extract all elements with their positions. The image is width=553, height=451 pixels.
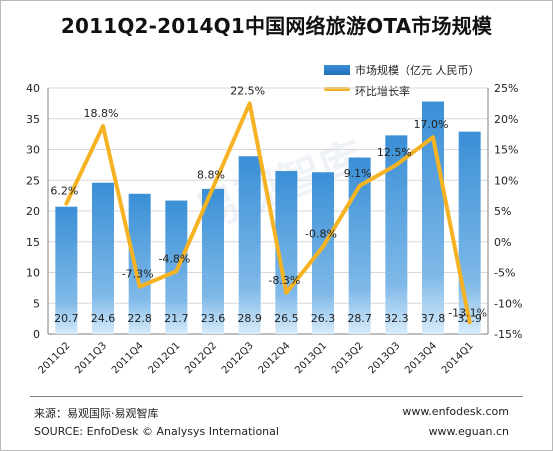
- growth-line: [64, 101, 472, 325]
- y-tick-left: 5: [33, 297, 40, 310]
- bar-value-label: 28.9: [237, 312, 262, 325]
- bar-value-label: 26.5: [274, 312, 299, 325]
- bar: [55, 206, 78, 334]
- y-tick-left: 30: [26, 144, 40, 157]
- growth-label: 12.5%: [377, 146, 412, 159]
- y-tick-right: 20%: [494, 113, 518, 126]
- footer-url-enfodesk: www.enfodesk.com: [402, 405, 509, 418]
- x-tick-label: 2013Q4: [403, 340, 439, 376]
- growth-point: [359, 185, 361, 187]
- growth-label: -8.3%: [268, 274, 300, 287]
- y-tick-left: 15: [26, 236, 40, 249]
- y-tick-right: 10%: [494, 174, 518, 187]
- growth-label: 8.8%: [197, 169, 225, 182]
- y-tick-right: 25%: [494, 82, 518, 95]
- growth-point: [322, 246, 324, 248]
- y-tick-left: 25: [26, 174, 40, 187]
- y-tick-left: 0: [33, 328, 40, 341]
- y-tick-left: 35: [26, 113, 40, 126]
- x-tick-label: 2011Q3: [73, 340, 109, 376]
- bar-value-label: 21.7: [164, 312, 189, 325]
- growth-point: [285, 292, 287, 294]
- growth-point: [469, 321, 471, 323]
- growth-label: -13.1%: [448, 306, 487, 319]
- growth-point: [212, 187, 214, 189]
- legend-line-swatch: [324, 87, 350, 91]
- bar-value-label: 20.7: [54, 312, 79, 325]
- growth-point: [395, 164, 397, 166]
- bar-value-label: 28.7: [347, 312, 372, 325]
- bar: [202, 188, 224, 334]
- x-tick-label: 2013Q1: [293, 340, 329, 376]
- y-tick-right: 5%: [494, 205, 511, 218]
- chart-title: 2011Q2-2014Q1中国网络旅游OTA市场规模: [60, 14, 493, 38]
- growth-label: 18.8%: [84, 107, 119, 120]
- growth-label: 9.1%: [344, 167, 372, 180]
- x-tick-label: 2011Q4: [110, 340, 146, 376]
- y-tick-right: -15%: [494, 328, 522, 341]
- bar: [385, 135, 408, 334]
- growth-point: [139, 286, 141, 288]
- source-en: SOURCE: EnfoDesk © Analysys Internationa…: [34, 425, 279, 438]
- growth-point: [65, 203, 67, 205]
- x-tick-label: 2013Q2: [330, 340, 366, 376]
- y-tick-right: 15%: [494, 144, 518, 157]
- bar: [458, 131, 481, 334]
- legend-bar-swatch: [324, 65, 350, 75]
- y-tick-right: 0%: [494, 236, 511, 249]
- x-tick-label: 2012Q3: [220, 340, 256, 376]
- x-tick-label: 2011Q2: [37, 340, 73, 376]
- bar: [312, 172, 334, 334]
- y-tick-right: -10%: [494, 297, 522, 310]
- y-tick-left: 10: [26, 267, 40, 280]
- chart-canvas: 0 -15% 5 -10% 10 -5% 15 0% 20 5% 25 10% 30 15% 35 20% 40…: [26, 82, 522, 376]
- growth-label: -7.3%: [122, 268, 154, 281]
- growth-label: 22.5%: [230, 84, 265, 97]
- growth-point: [175, 270, 177, 272]
- bar: [238, 156, 261, 334]
- footer-divider: [30, 396, 523, 397]
- growth-label: -0.8%: [305, 228, 337, 241]
- footer-url-eguan: www.eguan.cn: [428, 425, 509, 438]
- x-tick-label: 2013Q3: [367, 340, 403, 376]
- bar: [275, 171, 298, 334]
- x-tick-label: 2012Q4: [257, 340, 293, 376]
- bar-value-label: 22.8: [127, 312, 152, 325]
- bar-value-label: 32.3: [384, 312, 409, 325]
- source-cn: 来源：易观国际·易观智库: [34, 407, 159, 420]
- bar: [348, 157, 371, 334]
- bar-value-label: 23.6: [201, 312, 226, 325]
- x-tick-label: 2014Q1: [440, 340, 476, 376]
- growth-point: [249, 102, 251, 104]
- growth-label: -4.8%: [158, 252, 190, 265]
- bar: [128, 193, 151, 334]
- y-tick-left: 20: [26, 205, 40, 218]
- legend-bar-label: 市场规模（亿元 人民币）: [355, 64, 480, 77]
- bar: [92, 182, 114, 334]
- x-tick-label: 2012Q1: [147, 340, 183, 376]
- bar-value-label: 37.8: [421, 312, 446, 325]
- growth-point: [102, 125, 104, 127]
- bar-value-label: 26.3: [311, 312, 336, 325]
- y-tick-left: 40: [26, 82, 40, 95]
- y-tick-right: -5%: [494, 267, 515, 280]
- growth-point: [432, 136, 434, 138]
- growth-label: 17.0%: [414, 118, 449, 131]
- x-tick-label: 2012Q2: [183, 340, 219, 376]
- bar-value-label: 24.6: [91, 312, 116, 325]
- growth-label: 6.2%: [50, 185, 78, 198]
